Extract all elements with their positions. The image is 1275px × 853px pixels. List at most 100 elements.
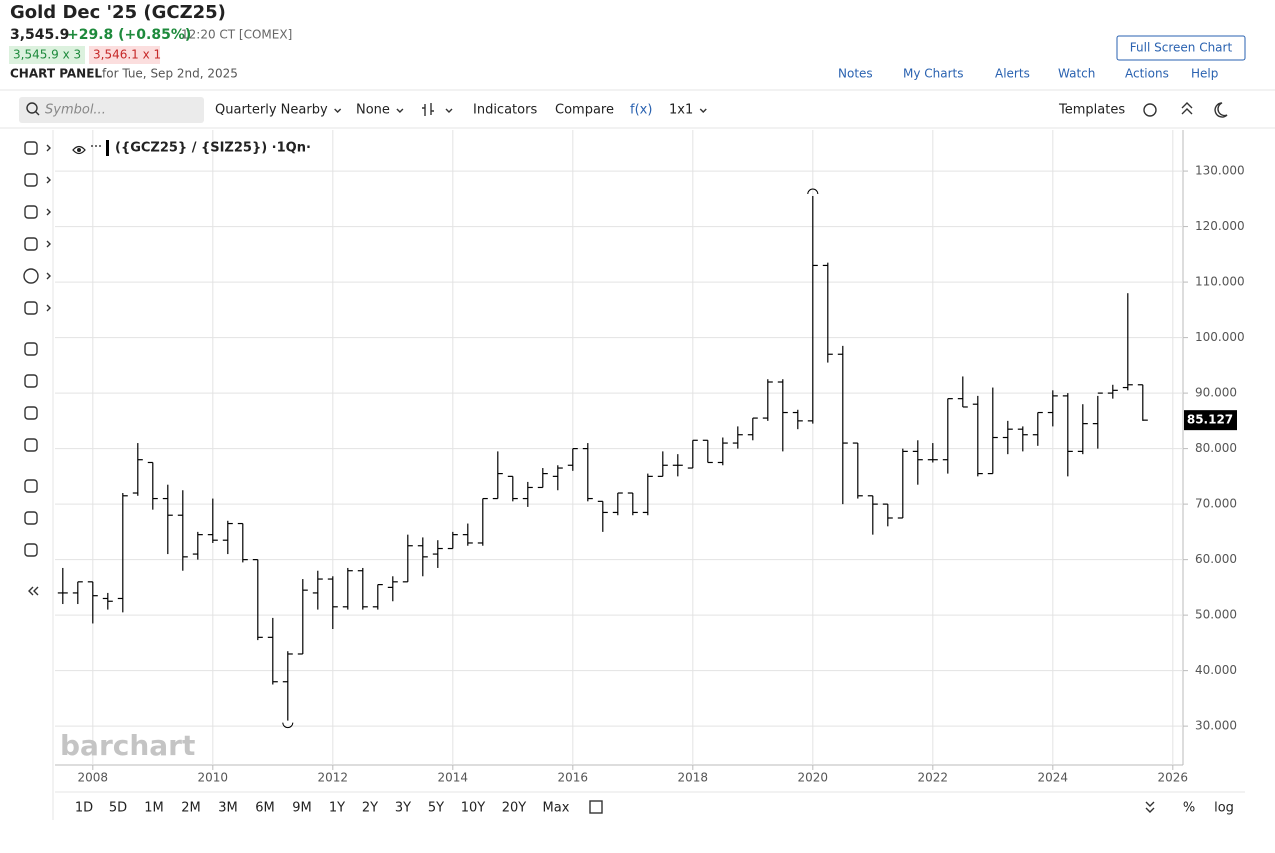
y-tick-label: 100.000 [1195,330,1245,344]
quote-time: 12:20 CT [COMEX] [181,28,292,42]
x-tick-label: 2012 [318,771,349,785]
period-button[interactable]: 2Y [362,801,378,816]
scale-button[interactable]: % [1183,801,1195,816]
x-tick-label: 2010 [198,771,229,785]
y-tick-label: 30.000 [1195,719,1237,733]
period-button[interactable]: 6M [255,801,275,816]
series-legend: ({GCZ25} / {SIZ25}) ·1Qn· [115,141,311,156]
menu-item[interactable]: Notes [838,67,873,81]
panel-date: for Tue, Sep 2nd, 2025 [102,67,238,81]
bid-box [9,46,85,64]
tool-chevron[interactable] [46,240,51,248]
grid [55,130,1183,765]
tool-chevron[interactable] [46,272,51,280]
period-button[interactable]: 20Y [502,801,527,816]
menu-dot[interactable] [91,145,93,147]
calendar-icon[interactable] [589,800,603,814]
toolbar-item[interactable]: f(x) [630,103,652,118]
visibility-icon[interactable] [77,148,81,152]
tool-icon[interactable] [24,141,38,155]
toolbar-item[interactable]: Compare [555,103,614,118]
period-button[interactable]: 3M [218,801,238,816]
menu-item[interactable]: My Charts [903,67,964,81]
last-price: 3,545.9 [10,27,69,43]
menu-item[interactable]: Watch [1058,67,1095,81]
chart-style-icon[interactable] [422,103,434,116]
y-tick-label: 40.000 [1195,663,1237,677]
action-icon[interactable] [24,342,38,356]
y-tick-label: 120.000 [1195,219,1245,233]
toolbar-item[interactable]: 1x1 [669,103,693,118]
action-icon[interactable] [28,586,39,596]
price-change: +29.8 (+0.85%) [67,27,191,43]
scale-button[interactable]: log [1214,801,1234,816]
period-button[interactable]: 10Y [461,801,486,816]
menu-item[interactable]: Actions [1125,67,1169,81]
period-button[interactable]: Max [543,801,570,816]
ask: 3,546.1 x 1 [93,48,161,62]
high-marker [807,188,819,195]
theme-icon[interactable] [1214,102,1228,118]
collapse-icon[interactable] [1181,108,1193,115]
period-button[interactable]: 3Y [395,801,411,816]
menu-dot[interactable] [99,145,101,147]
tool-chevron[interactable] [46,176,51,184]
templates[interactable]: Templates [1058,103,1125,118]
menu-item[interactable]: Alerts [995,67,1030,81]
dropdown-chevron[interactable] [396,108,404,113]
y-tick-label: 50.000 [1195,608,1237,622]
period-button[interactable]: 1D [75,801,93,816]
tool-chevron[interactable] [46,144,51,152]
tool-chevron[interactable] [46,208,51,216]
tool-icon[interactable] [24,301,38,315]
tool-chevron[interactable] [46,304,51,312]
dropdown-chevron[interactable] [334,108,342,113]
tool-icon[interactable] [24,237,38,251]
action-icon[interactable] [24,374,38,388]
x-tick-label: 2024 [1038,771,1069,785]
toolbar-item[interactable]: Quarterly Nearby [215,103,328,118]
symbol-input[interactable]: Symbol... [45,103,106,118]
x-tick-label: 2014 [438,771,469,785]
period-button[interactable]: 1M [144,801,164,816]
ohlc-bars [57,188,1148,729]
visibility-icon[interactable] [72,145,86,155]
dropdown-chevron[interactable] [699,108,707,113]
period-button[interactable]: 5Y [428,801,444,816]
y-tick-label: 90.000 [1195,386,1237,400]
tool-icon[interactable] [24,173,38,187]
menu-dot[interactable] [95,145,97,147]
action-icon[interactable] [24,543,38,557]
watermark: barchart [60,729,195,762]
toolbar-item[interactable]: None [356,103,390,118]
action-icon[interactable] [24,438,38,452]
search-icon [26,102,38,114]
series-swatch [106,140,109,156]
fullscreen-label[interactable]: Full Screen Chart [1130,41,1233,55]
x-tick-label: 2018 [678,771,709,785]
y-tick-label: 130.000 [1195,164,1245,178]
period-button[interactable]: 9M [292,801,312,816]
dropdown-chevron[interactable] [445,108,453,113]
expand-icon[interactable] [1145,807,1155,813]
settings-icon[interactable] [1143,103,1157,117]
search-icon [35,111,40,116]
action-icon[interactable] [24,406,38,420]
period-button[interactable]: 1Y [329,801,345,816]
symbol-box[interactable] [19,97,204,123]
y-tick-label: 60.000 [1195,552,1237,566]
x-tick-label: 2026 [1158,771,1189,785]
menu-item[interactable]: Help [1191,67,1218,81]
tool-icon[interactable] [24,205,38,219]
fullscreen-button[interactable] [1116,35,1246,61]
period-button[interactable]: 2M [181,801,201,816]
action-icon[interactable] [24,479,38,493]
x-tick-label: 2020 [798,771,829,785]
collapse-icon[interactable] [1181,102,1193,109]
tool-icon[interactable] [23,268,39,284]
period-button[interactable]: 5D [109,801,127,816]
expand-icon[interactable] [1145,801,1155,807]
toolbar-item[interactable]: Indicators [473,103,537,118]
action-icon[interactable] [24,511,38,525]
